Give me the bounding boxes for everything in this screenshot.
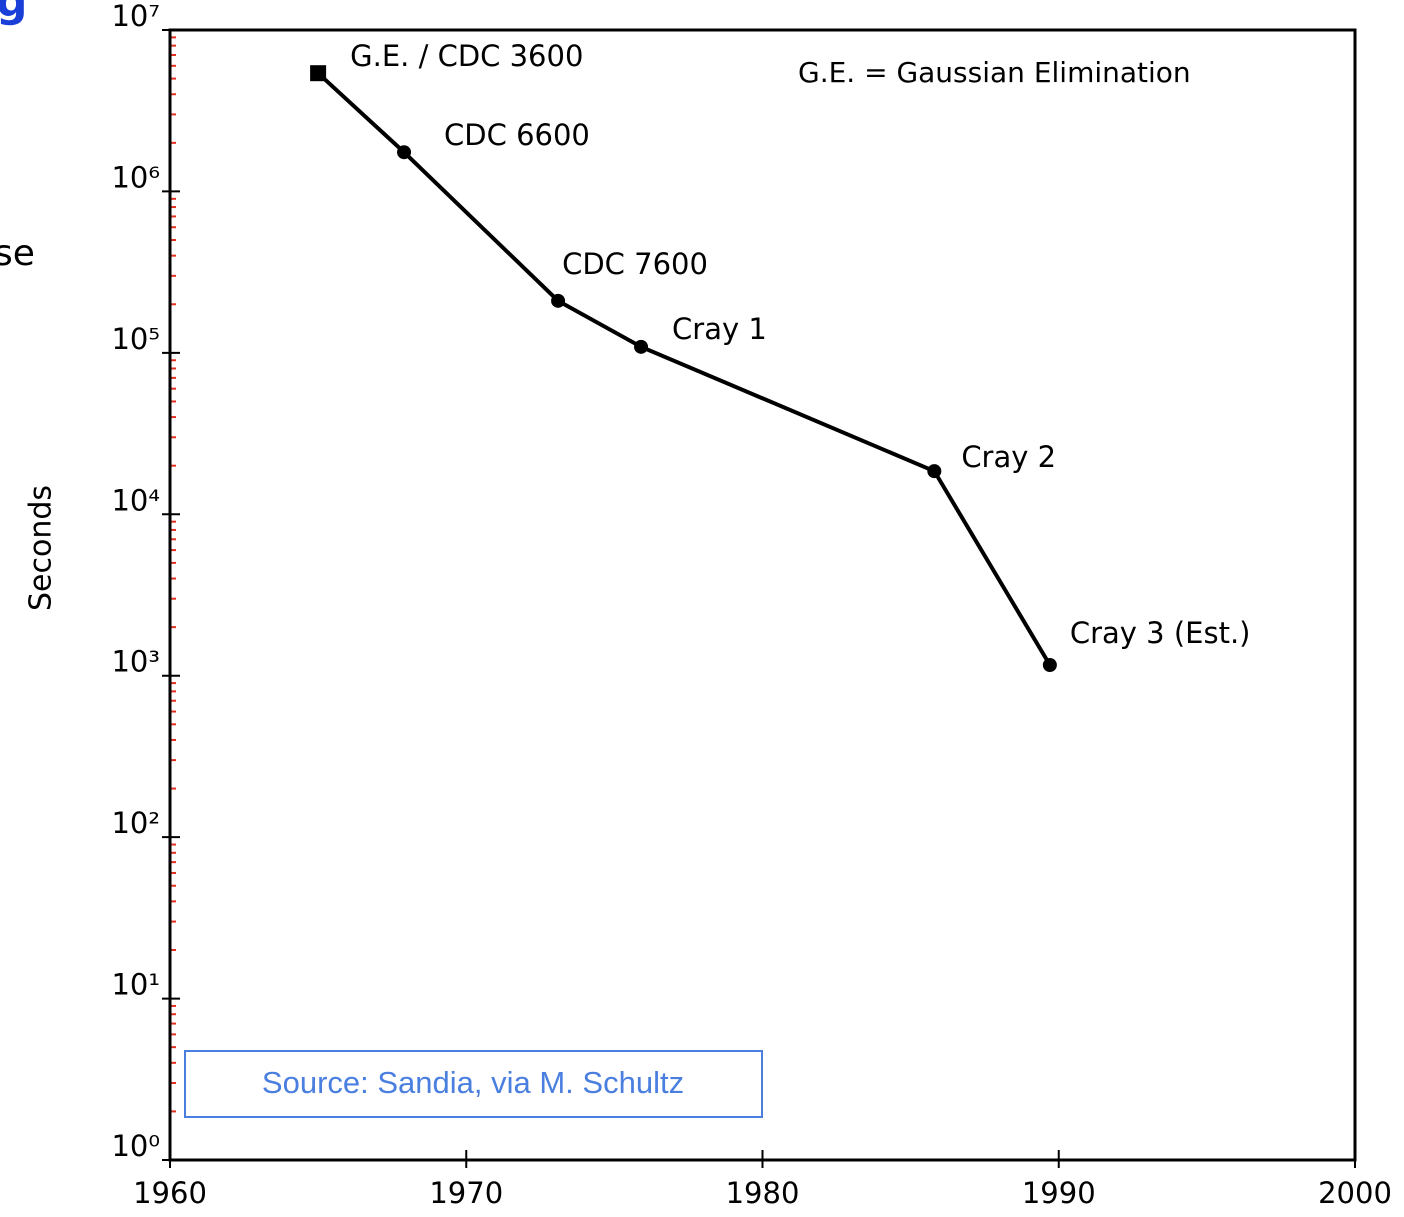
x-tick-label: 2000 (1318, 1176, 1392, 1210)
point (927, 464, 942, 479)
x-tick-label: 1970 (429, 1176, 503, 1210)
point-label: Cray 3 (Est.) (1070, 616, 1251, 650)
y-axis-label: Seconds (24, 485, 59, 611)
plot-frame (168, 28, 1357, 1162)
x-tick-label: 1980 (726, 1176, 800, 1210)
annotation: G.E. = Gaussian Elimination (798, 56, 1191, 89)
y-tick-label: 10¹ (111, 968, 160, 1002)
source-box (184, 1050, 763, 1118)
point (634, 339, 649, 354)
point-label: Cray 1 (672, 312, 767, 346)
point-label: CDC 6600 (444, 118, 590, 152)
y-tick-label: 10⁶ (111, 160, 160, 194)
x-tick-label: 1960 (133, 1176, 207, 1210)
y-tick-label: 10⁰ (111, 1129, 160, 1163)
y-tick-label: 10² (111, 806, 160, 840)
point-label: CDC 7600 (562, 247, 708, 281)
point-label: G.E. / CDC 3600 (350, 39, 583, 73)
point (397, 145, 412, 160)
y-tick-label: 10⁷ (111, 0, 160, 33)
point (1042, 658, 1057, 673)
x-tick-label: 1990 (1022, 1176, 1096, 1210)
source: Source: Sandia, via M. Schultz (262, 1065, 684, 1100)
point (310, 65, 327, 82)
y-tick-label: 10³ (111, 645, 160, 679)
data-line (316, 71, 1052, 667)
cut-fragment: g (0, 0, 28, 27)
cut-fragment: se (0, 233, 35, 274)
point (551, 293, 566, 308)
y-tick-label: 10⁵ (111, 322, 160, 356)
y-tick-label: 10⁴ (111, 483, 160, 517)
point-label: Cray 2 (961, 440, 1056, 474)
